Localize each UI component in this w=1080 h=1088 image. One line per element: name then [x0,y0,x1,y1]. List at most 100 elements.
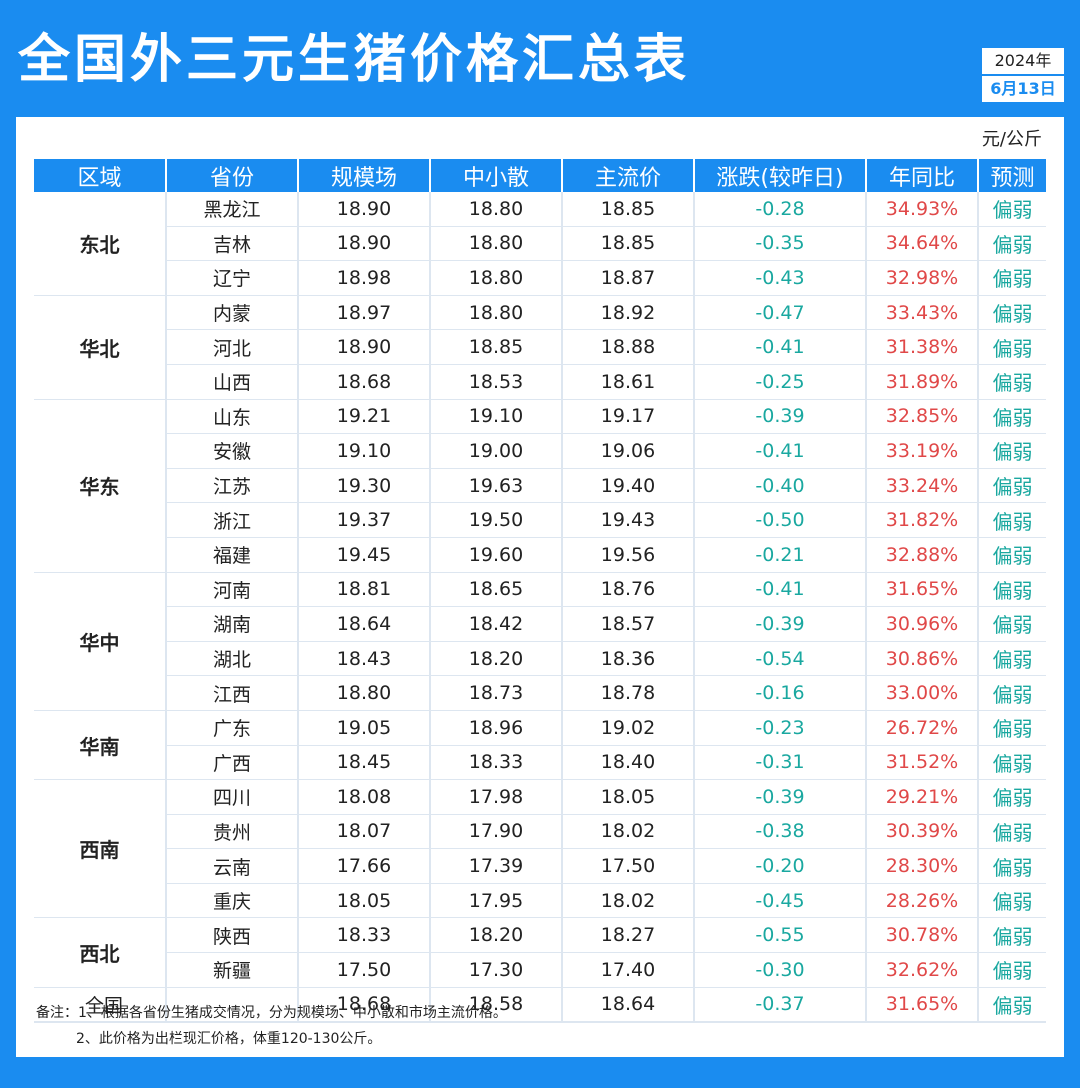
large-farm-cell: 18.64 [297,606,430,642]
forecast-cell: 偏弱 [977,260,1046,296]
forecast-cell: 偏弱 [977,641,1046,677]
yoy-cell: 31.89% [865,364,978,400]
large-farm-cell: 17.66 [297,848,430,884]
large-farm-cell: 19.10 [297,433,430,469]
region-cell: 华东 [34,399,166,573]
table-row: 吉林 18.90 18.80 18.85 -0.35 34.64% 偏弱 [34,226,1046,262]
large-farm-cell: 18.90 [297,192,430,227]
forecast-cell: 偏弱 [977,364,1046,400]
change-cell: -0.16 [693,675,866,711]
change-cell: -0.39 [693,606,866,642]
change-cell: -0.47 [693,295,866,331]
forecast-cell: 偏弱 [977,675,1046,711]
mainstream-cell: 19.17 [561,399,694,435]
province-cell: 内蒙 [165,295,298,331]
note-1: 备注：1、根据各省份生猪成交情况，分为规模场、中小散和市场主流价格。 [36,1005,507,1021]
mainstream-cell: 18.40 [561,745,694,781]
mainstream-cell: 18.64 [561,987,694,1024]
yoy-cell: 32.88% [865,537,978,573]
mainstream-cell: 18.92 [561,295,694,331]
change-cell: -0.31 [693,745,866,781]
province-cell: 河北 [165,329,298,365]
table-row: 华南 广东 19.05 18.96 19.02 -0.23 26.72% 偏弱 [34,710,1046,781]
small-farm-cell: 18.65 [429,572,562,608]
mainstream-cell: 18.85 [561,192,694,227]
province-cell: 云南 [165,848,298,884]
col-header-province: 省份 [165,159,298,192]
yoy-cell: 30.86% [865,641,978,677]
notes: 备注：1、根据各省份生猪成交情况，分为规模场、中小散和市场主流价格。 2、此价格… [36,1000,507,1052]
small-farm-cell: 17.95 [429,883,562,919]
mainstream-cell: 19.40 [561,468,694,504]
price-table: 区域 省份 规模场 中小散 主流价 涨跌(较昨日) 年同比 预测 东北 黑龙江 18… [34,159,1046,1024]
small-farm-cell: 19.63 [429,468,562,504]
forecast-cell: 偏弱 [977,468,1046,504]
change-cell: -0.55 [693,917,866,954]
small-farm-cell: 19.50 [429,502,562,538]
yoy-cell: 31.82% [865,502,978,538]
forecast-cell: 偏弱 [977,779,1046,815]
change-cell: -0.41 [693,329,866,365]
province-cell: 江苏 [165,468,298,504]
yoy-cell: 30.39% [865,814,978,850]
province-cell: 湖南 [165,606,298,642]
large-farm-cell: 18.33 [297,917,430,954]
forecast-cell: 偏弱 [977,606,1046,642]
national-label: 全国 [83,987,216,1024]
forecast-cell: 偏弱 [977,952,1046,988]
small-farm-cell: 17.90 [429,814,562,850]
province-cell: 山西 [165,364,298,400]
yoy-cell: 34.93% [865,192,978,227]
large-farm-cell: 17.50 [297,952,430,988]
province-cell: 福建 [165,537,298,573]
province-cell: 广东 [165,710,298,746]
province-cell: 安徽 [165,433,298,469]
province-cell: 新疆 [165,952,298,988]
mainstream-cell: 18.87 [561,260,694,296]
table-row: 河北 18.90 18.85 18.88 -0.41 31.38% 偏弱 [34,329,1046,365]
change-cell: -0.37 [693,987,866,1024]
province-cell: 浙江 [165,502,298,538]
forecast-cell: 偏弱 [977,745,1046,781]
col-header-region: 区域 [34,159,166,192]
yoy-cell: 28.26% [865,883,978,919]
table-header-row: 区域 省份 规模场 中小散 主流价 涨跌(较昨日) 年同比 预测 [34,159,1046,192]
col-header-change: 涨跌(较昨日) [693,159,866,192]
small-farm-cell: 18.20 [429,917,562,954]
change-cell: -0.39 [693,399,866,435]
mainstream-cell: 18.61 [561,364,694,400]
small-farm-cell: 18.80 [429,192,562,227]
province-cell: 四川 [165,779,298,815]
table-row: 西南 四川 18.08 17.98 18.05 -0.39 29.21% 偏弱 [34,779,1046,919]
table-row: 辽宁 18.98 18.80 18.87 -0.43 32.98% 偏弱 [34,260,1046,296]
large-farm-cell: 18.81 [297,572,430,608]
yoy-cell: 31.65% [865,572,978,608]
table-row: 西北 陕西 18.33 18.20 18.27 -0.55 30.78% 偏弱 [34,917,1046,988]
change-cell: -0.40 [693,468,866,504]
forecast-cell: 偏弱 [977,226,1046,262]
large-farm-cell: 18.05 [297,883,430,919]
province-cell: 吉林 [165,226,298,262]
change-cell: -0.39 [693,779,866,815]
yoy-cell: 26.72% [865,710,978,746]
forecast-cell: 偏弱 [977,537,1046,573]
yoy-cell: 32.62% [865,952,978,988]
province-cell: 贵州 [165,814,298,850]
forecast-cell: 偏弱 [977,883,1046,919]
table-row: 华东 山东 19.21 19.10 19.17 -0.39 32.85% 偏弱 [34,399,1046,573]
small-farm-cell: 18.33 [429,745,562,781]
table-row: 华北 内蒙 18.97 18.80 18.92 -0.47 33.43% 偏弱 [34,295,1046,400]
mainstream-cell: 19.43 [561,502,694,538]
yoy-cell: 31.52% [865,745,978,781]
yoy-cell: 31.38% [865,329,978,365]
large-farm-cell: 18.68 [297,987,430,1024]
table-row: 新疆 17.50 17.30 17.40 -0.30 32.62% 偏弱 [34,952,1046,988]
small-farm-cell: 18.20 [429,641,562,677]
table-row: 福建 19.45 19.60 19.56 -0.21 32.88% 偏弱 [34,537,1046,573]
small-farm-cell: 18.80 [429,226,562,262]
table-row: 华中 河南 18.81 18.65 18.76 -0.41 31.65% 偏弱 [34,572,1046,711]
yoy-cell: 33.00% [865,675,978,711]
large-farm-cell: 18.98 [297,260,430,296]
forecast-cell: 偏弱 [977,848,1046,884]
province-cell: 广西 [165,745,298,781]
